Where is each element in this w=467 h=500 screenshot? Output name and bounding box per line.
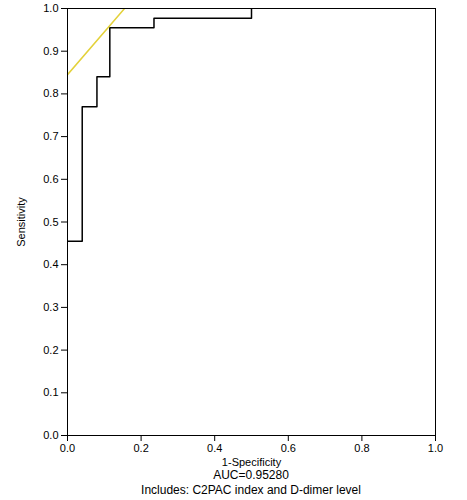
html-text:Includes: C2PAC index and D-di: Includes: C2PAC index and D-dimer level [141,483,361,497]
svg-text:0.0: 0.0 [60,442,75,454]
svg-text:1.0: 1.0 [43,2,58,14]
svg-text:0.0: 0.0 [43,429,58,441]
svg-text:0.2: 0.2 [133,442,148,454]
svg-text:0.5: 0.5 [43,216,58,228]
svg-text:0.1: 0.1 [43,386,58,398]
html-text:AUC=0.95280: AUC=0.95280 [213,468,289,482]
svg-text:1-Specificity: 1-Specificity [222,456,282,468]
svg-text:1.0: 1.0 [428,442,443,454]
svg-text:0.8: 0.8 [43,87,58,99]
svg-text:0.6: 0.6 [43,173,58,185]
svg-text:0.8: 0.8 [354,442,369,454]
svg-text:0.3: 0.3 [43,301,58,313]
svg-text:0.7: 0.7 [43,130,58,142]
svg-text:0.2: 0.2 [43,344,58,356]
svg-text:Sensitivity: Sensitivity [15,197,27,247]
svg-text:0.4: 0.4 [43,258,58,270]
svg-text:0.4: 0.4 [207,442,222,454]
svg-text:0.6: 0.6 [281,442,296,454]
svg-text:0.9: 0.9 [43,45,58,57]
